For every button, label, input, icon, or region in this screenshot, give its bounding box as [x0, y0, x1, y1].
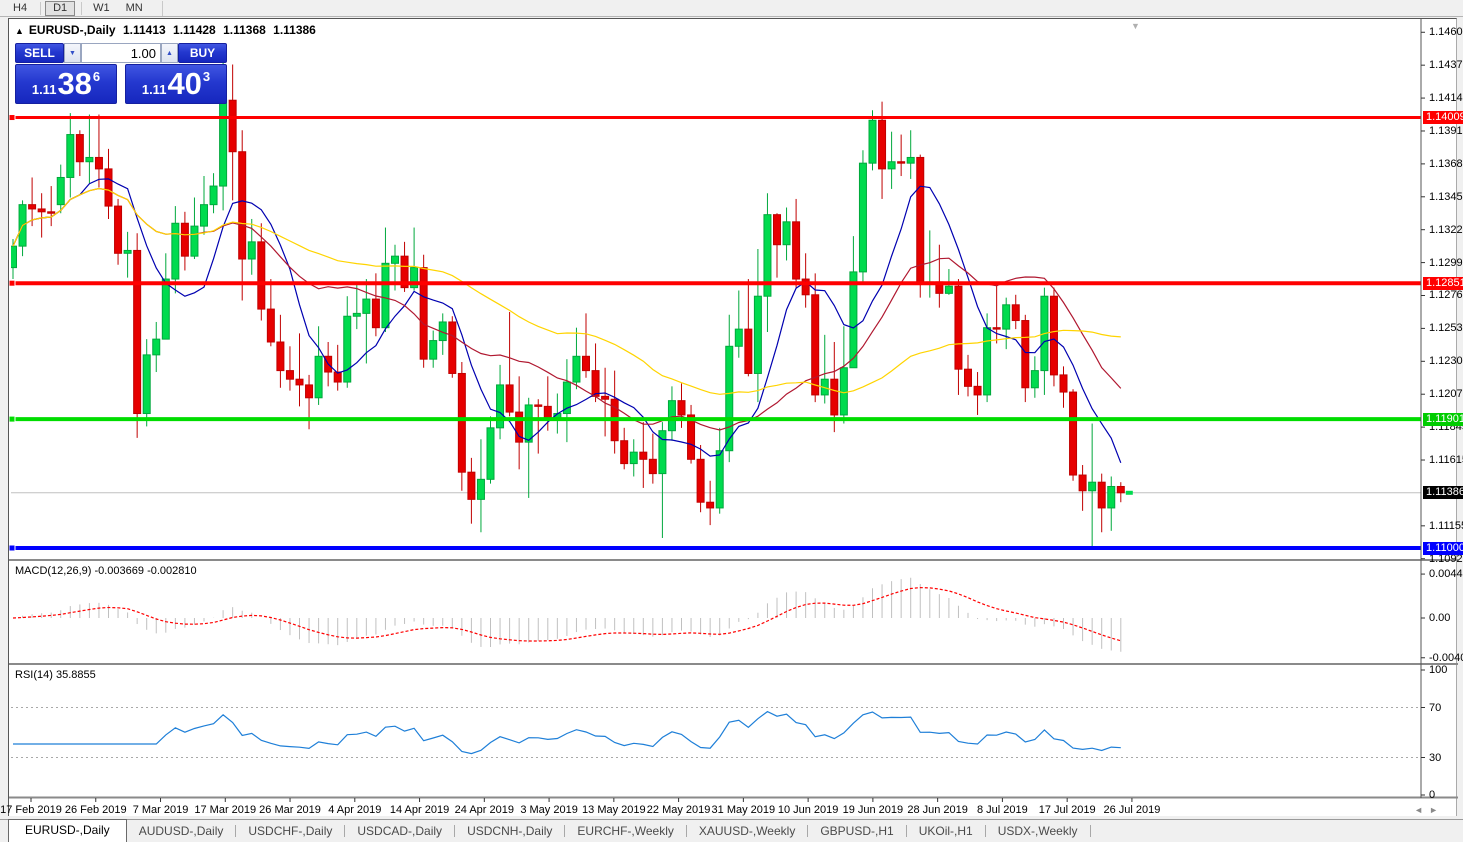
toolbar-separator: [40, 1, 42, 15]
current-price-marker: [1125, 490, 1133, 495]
tab-separator: [454, 825, 456, 837]
tab-eurusd-daily[interactable]: EURUSD-,Daily: [8, 819, 127, 842]
ohlc-close: 1.11386: [273, 23, 316, 37]
chart-window: 1.146051.143751.141451.139151.136851.134…: [0, 18, 1463, 817]
volume-increase-button[interactable]: ▲: [161, 43, 178, 63]
chart-info-line: ▲ EURUSD-,Daily 1.11413 1.11428 1.11368 1…: [15, 23, 320, 37]
tab-usdx-weekly[interactable]: USDX-,Weekly: [997, 824, 1078, 838]
toolbar-group-separator: [161, 0, 163, 16]
tab-usdcad-daily[interactable]: USDCAD-,Daily: [357, 824, 443, 838]
tab-gbpusd-h1[interactable]: GBPUSD-,H1: [820, 824, 894, 838]
line-anchor: [9, 544, 16, 552]
ohlc-low: 1.11368: [223, 23, 266, 37]
timeframe-h4-button[interactable]: H4: [13, 2, 28, 14]
timeframe-mn-button[interactable]: MN: [125, 2, 143, 14]
scroll-left-icon[interactable]: ◄: [1414, 805, 1430, 815]
toolbar-separator: [81, 1, 83, 15]
sell-button[interactable]: SELL: [15, 43, 64, 63]
tab-xauusd-weekly[interactable]: XAUUSD-,Weekly: [698, 824, 796, 838]
tab-usdchf-daily[interactable]: USDCHF-,Daily: [248, 824, 333, 838]
ohlc-open: 1.11413: [122, 23, 166, 37]
sell-price-prefix: 1.11: [31, 82, 57, 97]
timeframe-d1-button[interactable]: D1: [45, 0, 76, 16]
tab-separator: [1089, 825, 1091, 837]
tab-separator: [905, 825, 907, 837]
symbol-title: EURUSD-,Daily: [28, 23, 116, 37]
tab-eurchf-weekly[interactable]: EURCHF-,Weekly: [577, 824, 674, 838]
candlesticks: [11, 50, 1125, 547]
line-anchor: [9, 415, 16, 423]
tab-separator: [685, 825, 687, 837]
ohlc-high: 1.11428: [173, 23, 216, 37]
tab-ukoil-h1[interactable]: UKOil-,H1: [918, 824, 973, 838]
tab-separator: [344, 825, 346, 837]
volume-input[interactable]: [81, 43, 161, 63]
scroll-right-icon[interactable]: ►: [1429, 805, 1444, 815]
tab-audusd-daily[interactable]: AUDUSD-,Daily: [138, 824, 224, 838]
rsi-line: [13, 710, 1121, 755]
sell-price-big: 38: [57, 66, 92, 101]
timeframe-toolbar: H4 D1 W1 MN: [0, 0, 1463, 17]
volume-decrease-button[interactable]: ▼: [64, 43, 81, 63]
horizontal-scroll-arrows: ◄►: [1414, 805, 1444, 815]
buy-price-prefix: 1.11: [141, 82, 167, 97]
buy-price-button[interactable]: 1.11 40 3: [125, 64, 227, 104]
collapse-panel-icon[interactable]: ▲: [15, 26, 24, 36]
buy-price-big: 40: [167, 66, 202, 101]
sell-price-pip: 6: [92, 69, 101, 84]
chart-shift-marker-icon[interactable]: ▼: [1131, 21, 1140, 31]
sell-price-button[interactable]: 1.11 38 6: [15, 64, 117, 104]
chart-canvas[interactable]: [9, 19, 1458, 817]
moving-average-45: [12, 187, 1121, 395]
macd-signal-line: [12, 586, 1121, 642]
tab-separator: [807, 825, 809, 837]
chart-tab-bar: EURUSD-,Daily AUDUSD-,Daily USDCHF-,Dail…: [0, 819, 1463, 842]
line-anchor: [9, 114, 16, 122]
timeframe-w1-button[interactable]: W1: [93, 2, 110, 14]
tab-separator: [235, 825, 237, 837]
macd-histogram: [22, 577, 1122, 652]
tab-separator: [984, 825, 986, 837]
moving-average-8: [12, 178, 1122, 464]
tab-separator: [564, 825, 566, 837]
tab-usdcnh-daily[interactable]: USDCNH-,Daily: [467, 824, 553, 838]
buy-price-pip: 3: [202, 69, 211, 84]
line-anchor: [9, 279, 16, 287]
buy-button[interactable]: BUY: [178, 43, 227, 63]
